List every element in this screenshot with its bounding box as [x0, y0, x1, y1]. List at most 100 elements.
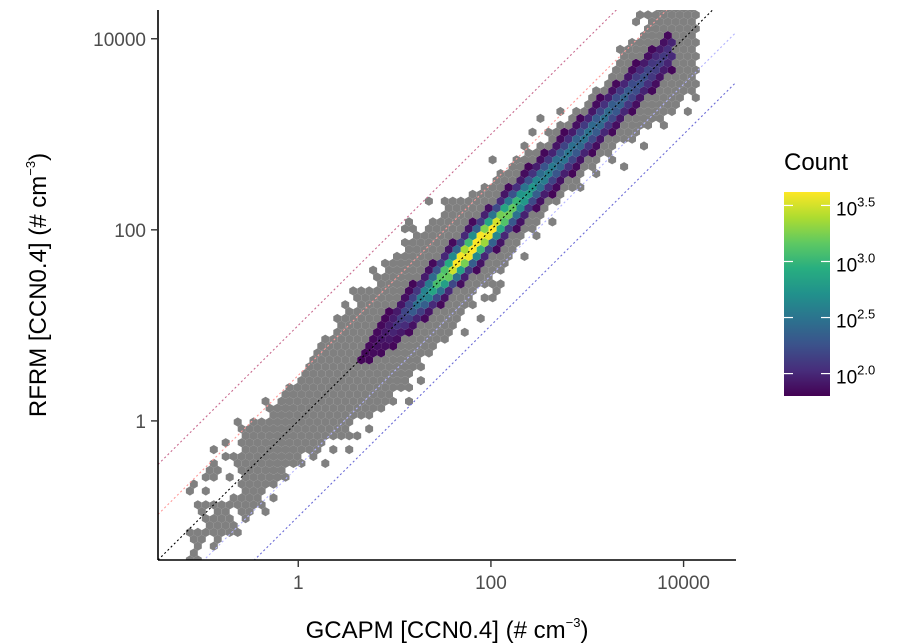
hex-cell [656, 17, 664, 27]
hex-cell [659, 120, 668, 130]
hex-cell [568, 141, 577, 151]
hex-cell [440, 334, 449, 344]
hex-cell [648, 44, 656, 54]
hex-cell [416, 376, 425, 386]
hex-cell [556, 162, 565, 172]
hex-cell [432, 251, 441, 261]
hex-cell [397, 272, 405, 282]
hex-cell [679, 72, 688, 82]
hex-cell [544, 155, 553, 165]
hex-cell [413, 231, 421, 241]
hex-cell [659, 93, 668, 103]
hex-cell [520, 210, 529, 220]
hex-cell [548, 148, 557, 158]
hex-cell [560, 141, 569, 151]
hex-cell [504, 224, 513, 234]
x-axis-ticks: 1 100 10000 [293, 560, 710, 594]
hex-cell [464, 210, 473, 220]
hex-cell [540, 189, 549, 199]
hex-cell [341, 300, 350, 310]
hex-cell [636, 79, 644, 89]
hex-cell [580, 162, 589, 172]
hex-cell [691, 24, 700, 34]
hex-cell [592, 127, 601, 137]
hex-cell [480, 210, 489, 220]
hex-cell [528, 182, 537, 192]
y-tick-label: 100 [114, 221, 146, 242]
hex-cell [333, 424, 342, 434]
hex-cell [428, 258, 437, 268]
hex-cell [201, 514, 210, 524]
hex-cell [345, 376, 354, 386]
hex-cell [389, 369, 397, 379]
hex-cell [572, 162, 581, 172]
hex-cell [201, 527, 210, 537]
hex-cell [488, 155, 497, 165]
hex-cell [616, 44, 625, 54]
hex-cell [329, 376, 338, 386]
hex-cell [305, 445, 314, 455]
hex-cell [413, 341, 421, 351]
hex-cell [576, 155, 585, 165]
hex-cell [656, 72, 664, 82]
hex-cell [600, 86, 609, 96]
hex-cell [361, 362, 370, 372]
hex-cell [552, 182, 561, 192]
hex-cell [640, 113, 648, 123]
hex-cell [663, 72, 672, 82]
hex-cell [496, 210, 505, 220]
hex-cell [448, 251, 457, 261]
hex-cell [257, 486, 266, 496]
hex-cell [301, 396, 310, 406]
hex-cell [452, 217, 461, 227]
hex-cell [492, 244, 501, 255]
hex-cell [393, 320, 401, 330]
hex-cell [337, 431, 346, 441]
hex-cell [624, 113, 633, 123]
hex-cell [448, 320, 457, 330]
hex-cell [241, 486, 250, 496]
hex-cell [644, 51, 652, 61]
hex-cell [365, 313, 374, 324]
hex-cell [205, 520, 214, 531]
hex-cell [333, 410, 342, 420]
hex-cell [293, 451, 302, 462]
hex-cell [472, 196, 481, 206]
hex-cell [345, 417, 354, 427]
hex-cell [309, 410, 318, 420]
hex-cell [329, 362, 338, 372]
hex-cell [556, 189, 565, 199]
hex-cell [273, 403, 282, 413]
hex-cell [265, 417, 274, 427]
hex-cell [416, 334, 425, 344]
hex-cell [580, 106, 589, 117]
hex-cell [416, 279, 425, 289]
hex-cell [369, 320, 378, 330]
hex-cell [508, 231, 517, 241]
hex-cell [349, 382, 358, 393]
hex-cell [385, 320, 393, 330]
hex-cell [269, 424, 278, 434]
hex-cell [679, 58, 688, 68]
hex-cell [381, 272, 390, 282]
hex-cell [393, 348, 401, 358]
hex-cell [325, 410, 334, 420]
hex-cell [488, 293, 497, 303]
hex-cell [636, 65, 644, 75]
hex-cell [233, 527, 242, 537]
hex-cell [241, 431, 250, 441]
hex-cell [317, 369, 326, 379]
hex-cell [281, 445, 290, 455]
hex-cell [321, 458, 330, 468]
hex-cell [528, 127, 537, 137]
hex-cell [636, 51, 644, 61]
hex-cell [620, 79, 629, 89]
hex-cell [405, 258, 413, 268]
hex-cell [444, 313, 453, 324]
hex-cell [365, 341, 374, 351]
hex-cell [373, 341, 382, 351]
hex-cell [552, 127, 561, 137]
hex-cell [253, 465, 262, 475]
hex-cell [568, 182, 577, 192]
hex-cell [460, 327, 469, 337]
